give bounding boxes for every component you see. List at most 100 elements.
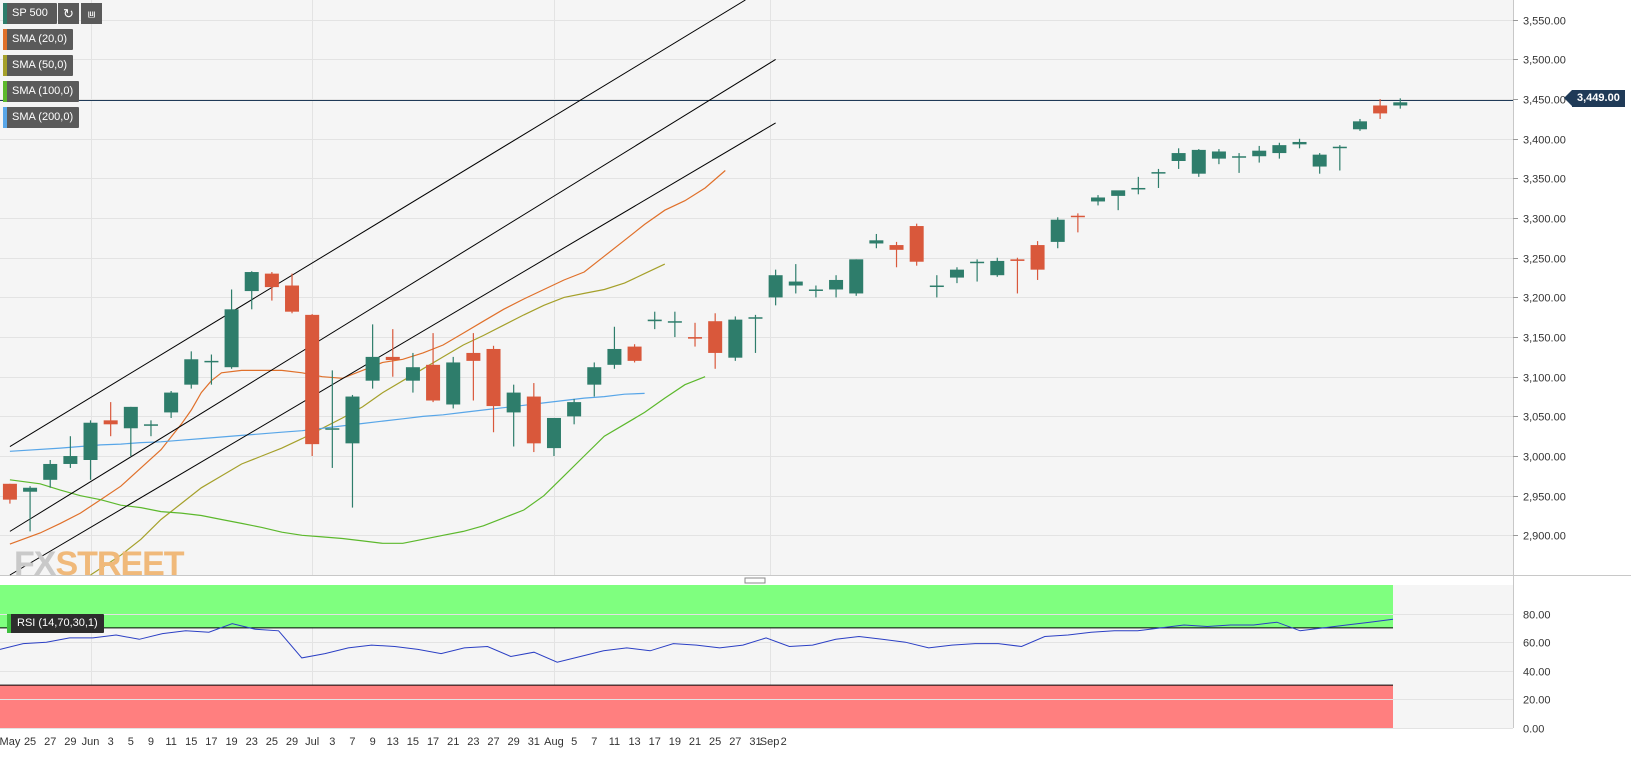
candle — [1292, 138, 1307, 149]
candle-body — [1232, 156, 1247, 158]
candle — [325, 370, 340, 468]
candle — [204, 354, 219, 385]
indicator-sma-20[interactable]: SMA (20,0) — [3, 29, 74, 50]
candle-body — [607, 348, 622, 365]
price-tick-label: 3,550.00 — [1523, 16, 1566, 28]
candle-body — [970, 261, 985, 264]
price-tick-label: 3,400.00 — [1523, 135, 1566, 147]
candle — [1232, 153, 1247, 173]
price-tick-label: 3,150.00 — [1523, 333, 1566, 345]
candle — [1393, 98, 1408, 109]
watermark-part1: FX — [14, 545, 56, 583]
date-tick-label: 3 — [108, 736, 114, 748]
sma-200-swatch — [3, 107, 7, 128]
price-tick-label: 3,050.00 — [1523, 412, 1566, 424]
indicator-sma-50[interactable]: SMA (50,0) — [3, 55, 74, 76]
candle — [869, 233, 884, 249]
candle — [486, 345, 501, 433]
candle — [1151, 168, 1166, 188]
date-tick-label: 21 — [447, 736, 459, 748]
date-tick-label: 29 — [64, 736, 76, 748]
sma100-line — [9, 376, 706, 544]
date-tick-label: 29 — [508, 736, 520, 748]
rsi-tick-label: 0.00 — [1523, 724, 1544, 736]
date-tick-label: 13 — [628, 736, 640, 748]
candle-body — [829, 279, 844, 290]
candle — [405, 352, 420, 393]
candle-body — [23, 487, 38, 492]
price-tick-label: 2,900.00 — [1523, 531, 1566, 543]
candle-body — [949, 269, 964, 278]
candle — [184, 351, 199, 389]
candle-body — [103, 420, 118, 425]
candle — [1191, 149, 1206, 177]
price-tick-label: 3,000.00 — [1523, 452, 1566, 464]
channel-line-2 — [9, 59, 776, 532]
rsi-label[interactable]: RSI (14,70,30,1) — [7, 614, 104, 633]
sma-100-swatch — [3, 81, 7, 102]
candle-body — [1070, 215, 1085, 218]
candle-body — [264, 273, 279, 288]
price-tick-label: 3,200.00 — [1523, 293, 1566, 305]
date-tick-label: 31 — [749, 736, 761, 748]
candle — [224, 289, 239, 369]
candle-body — [1252, 150, 1267, 157]
date-tick-label: 25 — [709, 736, 721, 748]
rsi-label-text: RSI (14,70,30,1) — [17, 617, 98, 629]
candle — [546, 417, 561, 457]
price-panel-bg — [0, 0, 1513, 575]
candle — [23, 486, 38, 532]
candle-body — [204, 360, 219, 363]
sma-20-label: SMA (20,0) — [12, 33, 68, 45]
candle-body — [1332, 146, 1347, 149]
candle-body — [909, 226, 924, 262]
candle-body — [808, 289, 823, 291]
candle — [667, 311, 682, 338]
sma20-line — [9, 170, 726, 545]
refresh-icon[interactable]: ↻ — [58, 3, 79, 24]
candle — [708, 313, 723, 369]
rsi-panel: 80.00 60.00 40.00 20.00 0.00 — [0, 585, 1551, 736]
candle — [788, 264, 803, 294]
candle — [446, 356, 461, 409]
candle-body — [1091, 197, 1106, 202]
rsi-tick-label: 80.00 — [1523, 610, 1551, 622]
chart-settings-icon[interactable]: ⩏ — [81, 3, 102, 24]
candle-body — [990, 260, 1005, 276]
candle — [929, 275, 944, 298]
candle — [63, 436, 78, 468]
indicator-sma-100[interactable]: SMA (100,0) — [3, 81, 80, 102]
symbol-label[interactable]: SP 500 — [3, 3, 57, 24]
candle — [909, 223, 924, 266]
candle — [949, 267, 964, 284]
candle — [1030, 241, 1045, 280]
rsi-line — [0, 618, 1394, 663]
candle-body — [405, 367, 420, 381]
candle — [143, 420, 158, 437]
candle-body — [869, 240, 884, 244]
candle — [627, 344, 642, 363]
price-tick-label: 3,500.00 — [1523, 55, 1566, 67]
candle — [244, 271, 259, 310]
candle — [365, 324, 380, 389]
candle-body — [83, 422, 98, 460]
candle — [123, 406, 138, 457]
candle — [2, 483, 17, 504]
candle — [768, 269, 783, 306]
candle-body — [1373, 105, 1388, 114]
candle — [305, 314, 320, 457]
price-tick-label: 3,300.00 — [1523, 214, 1566, 226]
indicator-sma-200[interactable]: SMA (200,0) — [3, 107, 80, 128]
rsi-swatch — [7, 614, 11, 633]
candle-body — [385, 356, 400, 361]
candle-body — [667, 321, 682, 323]
candle-body — [426, 364, 441, 401]
candle-body — [244, 272, 259, 292]
candle — [1272, 142, 1287, 159]
panel-resize-handle — [744, 577, 766, 584]
date-tick-label: Jul — [305, 736, 319, 748]
candle — [1111, 190, 1126, 211]
candle — [1211, 149, 1226, 165]
candle — [526, 383, 541, 453]
